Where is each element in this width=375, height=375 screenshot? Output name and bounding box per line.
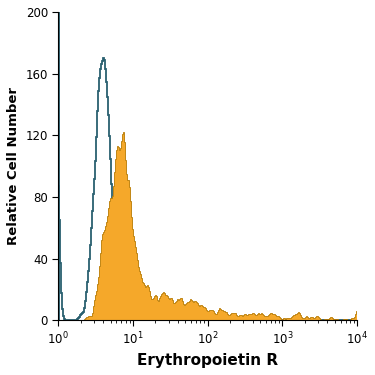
X-axis label: Erythropoietin R: Erythropoietin R bbox=[137, 353, 278, 368]
Y-axis label: Relative Cell Number: Relative Cell Number bbox=[7, 87, 20, 245]
